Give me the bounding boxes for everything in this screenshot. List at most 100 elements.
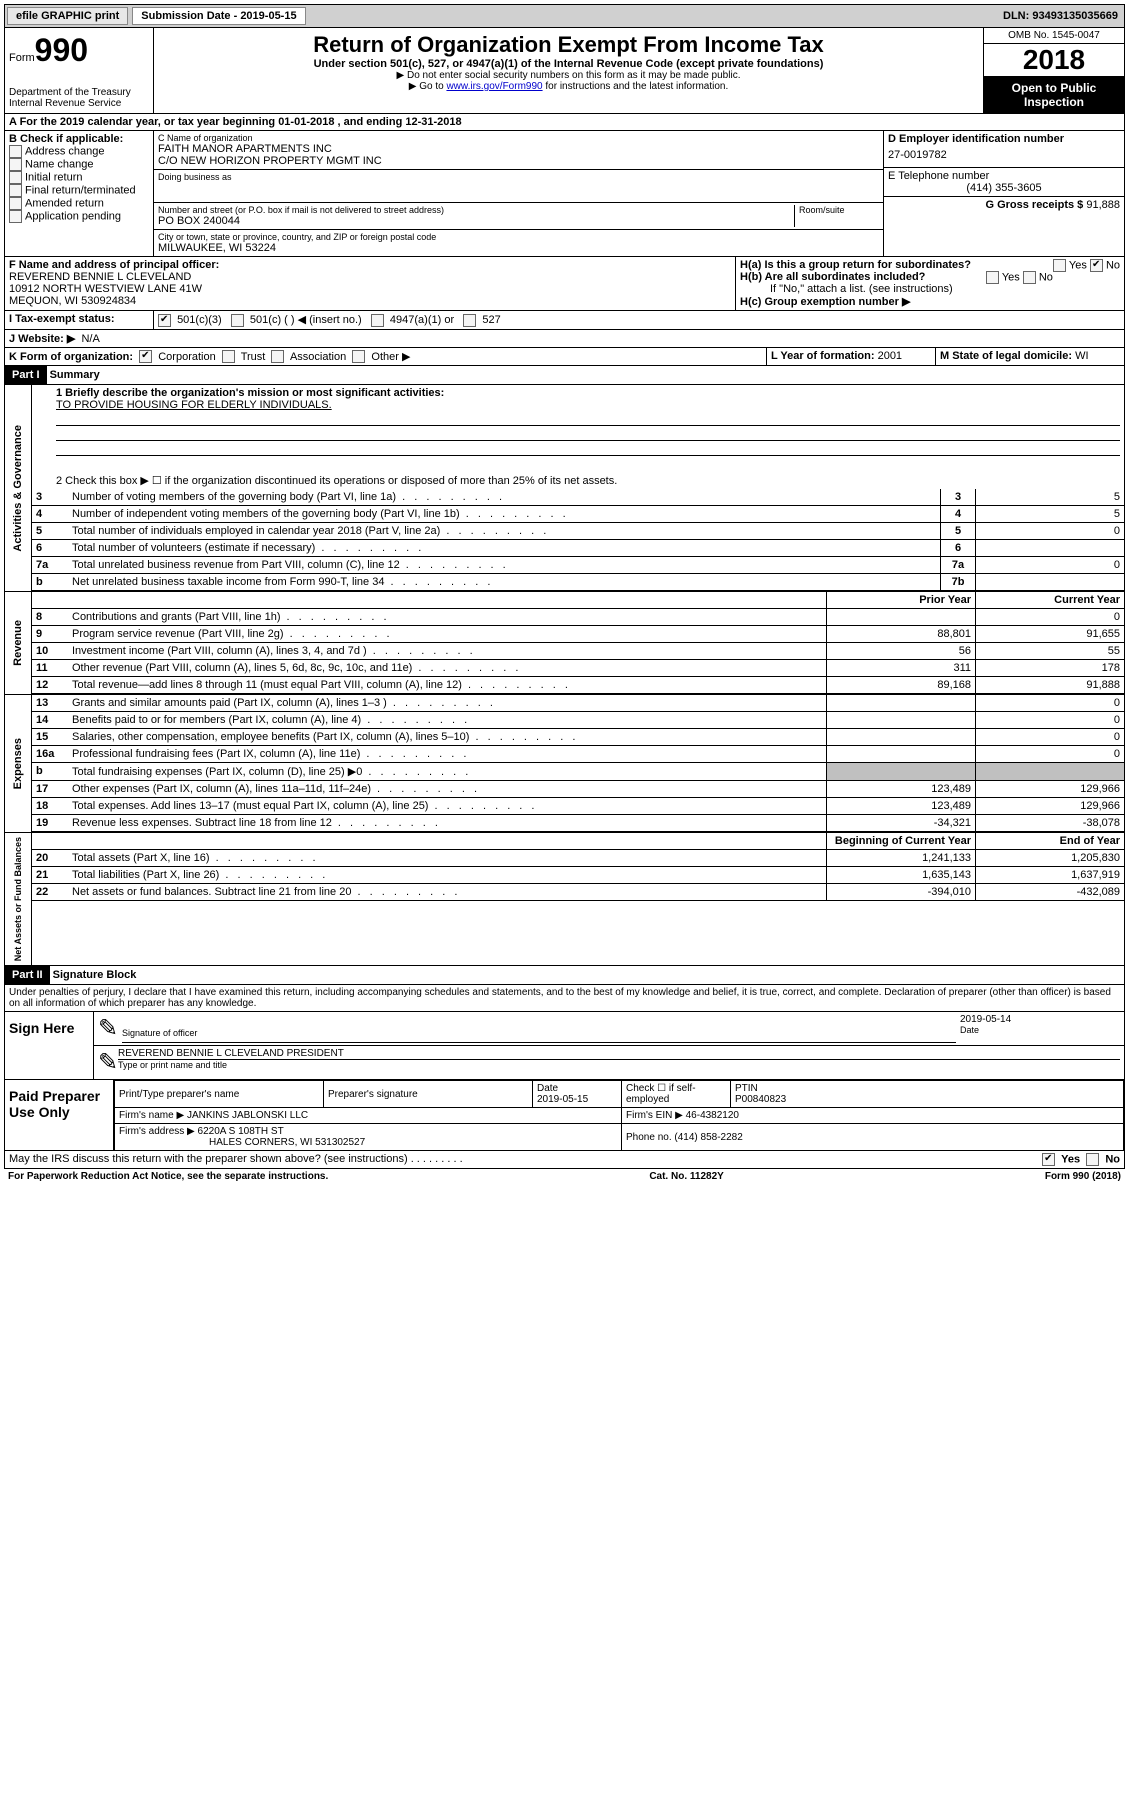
net-line: 22Net assets or fund balances. Subtract … <box>32 884 1124 901</box>
i-label: I Tax-exempt status: <box>9 313 115 325</box>
sign-here-block: Sign Here ✎ Signature of officer 2019-05… <box>4 1012 1125 1080</box>
gov-line: 3Number of voting members of the governi… <box>32 489 1124 506</box>
room-label: Room/suite <box>799 205 879 215</box>
open-public-badge: Open to Public Inspection <box>984 77 1124 113</box>
governance-side-label: Activities & Governance <box>10 421 26 556</box>
exp-line: 16aProfessional fundraising fees (Part I… <box>32 746 1124 763</box>
mission-text: TO PROVIDE HOUSING FOR ELDERLY INDIVIDUA… <box>56 399 332 411</box>
chk-4947[interactable] <box>371 314 384 327</box>
gross-value: 91,888 <box>1086 199 1120 211</box>
irs-label: Internal Revenue Service <box>9 98 149 109</box>
chk-501c3[interactable] <box>158 314 171 327</box>
hb-yes: Yes <box>1002 271 1020 283</box>
chk-hb-yes[interactable] <box>986 271 999 284</box>
governance-section: Activities & Governance 1 Briefly descri… <box>4 385 1125 591</box>
footer-mid: Cat. No. 11282Y <box>649 1171 723 1182</box>
chk-501c[interactable] <box>231 314 244 327</box>
exp-line: 15Salaries, other compensation, employee… <box>32 729 1124 746</box>
chk-name-change[interactable] <box>9 158 22 171</box>
chk-discuss-no[interactable] <box>1086 1153 1099 1166</box>
submission-date-label: Submission Date - 2019-05-15 <box>132 7 305 25</box>
rev-line: 8Contributions and grants (Part VIII, li… <box>32 609 1124 626</box>
preparer-block: Paid Preparer Use Only Print/Type prepar… <box>4 1080 1125 1151</box>
form-subtitle: Under section 501(c), 527, or 4947(a)(1)… <box>158 58 979 70</box>
discuss-question: May the IRS discuss this return with the… <box>9 1153 1042 1166</box>
firm-addr1: 6220A S 108TH ST <box>198 1126 284 1137</box>
f-h-block: F Name and address of principal officer:… <box>4 257 1125 311</box>
lbl-address-change: Address change <box>25 145 105 157</box>
form-number: 990 <box>35 32 88 68</box>
opt-501c: 501(c) ( ) ◀ (insert no.) <box>250 314 362 326</box>
chk-discuss-yes[interactable] <box>1042 1153 1055 1166</box>
officer-addr1: 10912 NORTH WESTVIEW LANE 41W <box>9 283 731 295</box>
j-row: J Website: ▶ N/A <box>4 330 1125 348</box>
chk-application-pending[interactable] <box>9 210 22 223</box>
ha-yes: Yes <box>1069 259 1087 271</box>
line1-label: 1 Briefly describe the organization's mi… <box>56 387 444 399</box>
netassets-side-label: Net Assets or Fund Balances <box>11 833 25 965</box>
discuss-row: May the IRS discuss this return with the… <box>4 1151 1125 1169</box>
k-label: K Form of organization: <box>9 351 133 363</box>
begin-year-header: Beginning of Current Year <box>826 833 975 849</box>
chk-assoc[interactable] <box>271 350 284 363</box>
j-value: N/A <box>81 333 99 345</box>
k-row: K Form of organization: Corporation Trus… <box>4 348 1125 367</box>
city-label: City or town, state or province, country… <box>158 232 879 242</box>
chk-ha-no[interactable] <box>1090 259 1103 272</box>
lbl-name-change: Name change <box>25 158 94 170</box>
hc-label: H(c) Group exemption number ▶ <box>740 296 910 308</box>
gov-line: bNet unrelated business taxable income f… <box>32 574 1124 591</box>
chk-ha-yes[interactable] <box>1053 259 1066 272</box>
j-label: J Website: ▶ <box>9 333 75 345</box>
part2-title: Signature Block <box>53 969 137 981</box>
prep-print-label: Print/Type preparer's name <box>115 1081 324 1108</box>
gov-line: 5Total number of individuals employed in… <box>32 523 1124 540</box>
chk-initial-return[interactable] <box>9 171 22 184</box>
exp-line: 14Benefits paid to or for members (Part … <box>32 712 1124 729</box>
chk-address-change[interactable] <box>9 145 22 158</box>
gov-line: 6Total number of volunteers (estimate if… <box>32 540 1124 557</box>
lbl-initial-return: Initial return <box>25 171 82 183</box>
end-year-header: End of Year <box>975 833 1124 849</box>
chk-other[interactable] <box>352 350 365 363</box>
chk-527[interactable] <box>463 314 476 327</box>
form-title: Return of Organization Exempt From Incom… <box>158 32 979 58</box>
sign-here-label: Sign Here <box>5 1012 94 1079</box>
sig-date-label: Date <box>960 1025 1120 1035</box>
exp-line: 13Grants and similar amounts paid (Part … <box>32 695 1124 712</box>
firm-ein-label: Firm's EIN ▶ <box>626 1110 683 1121</box>
chk-corp[interactable] <box>139 350 152 363</box>
part1-title: Summary <box>50 369 100 381</box>
firm-addr-label: Firm's address ▶ <box>119 1126 195 1137</box>
chk-final-return[interactable] <box>9 184 22 197</box>
firm-name-label: Firm's name ▶ <box>119 1110 184 1121</box>
net-line: 20Total assets (Part X, line 16)1,241,13… <box>32 850 1124 867</box>
officer-name: REVEREND BENNIE L CLEVELAND <box>9 271 731 283</box>
opt-4947: 4947(a)(1) or <box>390 314 454 326</box>
instr-goto-suffix: for instructions and the latest informat… <box>545 81 728 92</box>
hb-no: No <box>1039 271 1053 283</box>
efile-print-button[interactable]: efile GRAPHIC print <box>7 7 128 25</box>
exp-line: 18Total expenses. Add lines 13–17 (must … <box>32 798 1124 815</box>
lbl-amended-return: Amended return <box>25 197 104 209</box>
city-value: MILWAUKEE, WI 53224 <box>158 242 879 254</box>
chk-amended-return[interactable] <box>9 197 22 210</box>
opt-501c3: 501(c)(3) <box>177 314 222 326</box>
chk-hb-no[interactable] <box>1023 271 1036 284</box>
dln-label: DLN: 93493135035669 <box>1003 10 1124 22</box>
revenue-section: Revenue Prior Year Current Year 8Contrib… <box>4 591 1125 694</box>
top-bar: efile GRAPHIC print Submission Date - 20… <box>4 4 1125 28</box>
officer-print-label: Type or print name and title <box>118 1060 1120 1070</box>
discuss-no: No <box>1105 1154 1120 1166</box>
rev-line: 11Other revenue (Part VIII, column (A), … <box>32 660 1124 677</box>
sig-officer-label: Signature of officer <box>122 1028 956 1038</box>
org-name-label: C Name of organization <box>158 133 879 143</box>
ein-value: 27-0019782 <box>888 145 1120 165</box>
phone-value: (414) 355-3605 <box>888 182 1120 194</box>
instr-goto-prefix: ▶ Go to <box>409 81 447 92</box>
part1-badge: Part I <box>5 366 47 384</box>
identity-block: B Check if applicable: Address change Na… <box>4 131 1125 257</box>
form990-link[interactable]: www.irs.gov/Form990 <box>446 81 542 92</box>
chk-trust[interactable] <box>222 350 235 363</box>
net-line: 21Total liabilities (Part X, line 26)1,6… <box>32 867 1124 884</box>
